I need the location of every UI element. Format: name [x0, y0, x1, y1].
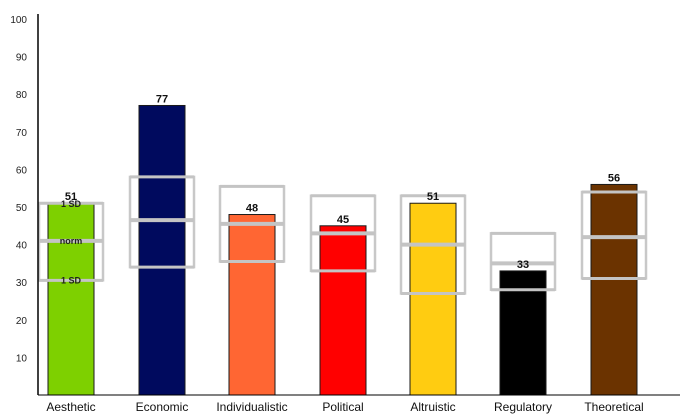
y-axis	[37, 14, 680, 396]
data-label: 51	[65, 191, 77, 203]
x-tick-label: Regulatory	[494, 400, 552, 414]
x-tick-label: Political	[322, 400, 363, 414]
y-tick-label: 60	[16, 165, 28, 176]
y-tick-label: 30	[16, 278, 28, 289]
x-tick-label: Theoretical	[584, 400, 643, 414]
x-tick-label: Altruistic	[410, 400, 455, 414]
x-tick-label: Individualistic	[216, 400, 287, 414]
data-label: 45	[337, 214, 349, 226]
data-label: 48	[246, 203, 258, 215]
x-tick-label: Economic	[136, 400, 189, 414]
bar	[138, 104, 186, 396]
data-label: 33	[517, 259, 529, 271]
annotation-norm: norm	[60, 236, 83, 246]
x-tick-labels: Aesthetic Economic Individualistic Politica…	[46, 400, 643, 414]
y-tick-label: 20	[16, 316, 28, 327]
bar	[47, 202, 95, 396]
y-tick-label: 70	[16, 128, 28, 139]
y-tick-label: 50	[16, 203, 28, 214]
data-labels: 51 77 48 45 51 33 56 1 SD norm 1 SD	[60, 93, 620, 285]
y-tick-label: 40	[16, 241, 28, 252]
y-tick-label: 80	[16, 90, 28, 101]
bar	[590, 183, 638, 396]
data-label: 51	[427, 191, 439, 203]
y-tick-label: 10	[16, 353, 28, 364]
x-tick-label: Aesthetic	[46, 400, 95, 414]
bar	[409, 202, 457, 396]
y-tick-labels: 10 20 30 40 50 60 70 80 90 100	[10, 15, 27, 364]
data-label: 56	[608, 172, 620, 184]
bars	[47, 104, 638, 396]
data-label: 77	[156, 93, 168, 105]
y-tick-label: 90	[16, 53, 28, 64]
bar	[228, 214, 276, 396]
annotation-1sd-high: 1 SD	[61, 199, 82, 209]
annotation-1sd-low: 1 SD	[61, 275, 82, 285]
bar	[319, 225, 367, 396]
y-tick-label: 100	[10, 15, 27, 26]
norm-lines	[39, 175, 646, 295]
